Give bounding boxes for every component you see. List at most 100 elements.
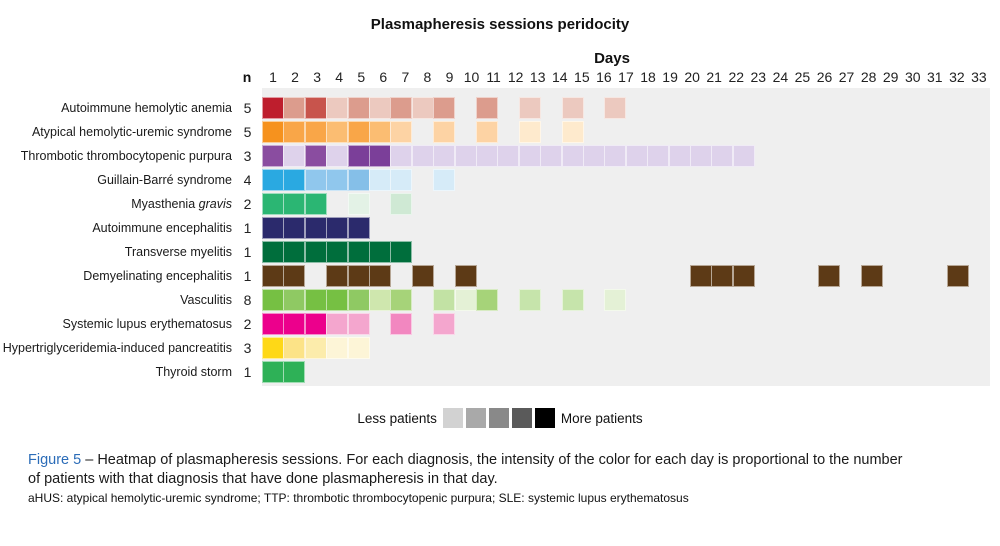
heatmap-cell xyxy=(604,145,627,167)
heatmap-cell xyxy=(390,145,413,167)
heatmap-cell xyxy=(304,337,327,359)
heatmap-cell xyxy=(454,289,477,311)
heatmap-cell xyxy=(283,337,306,359)
heatmap-cell xyxy=(347,289,370,311)
heatmap-cell xyxy=(326,337,349,359)
figure-label: Figure 5 xyxy=(28,452,82,468)
day-tick: 24 xyxy=(772,69,789,85)
heatmap-cell xyxy=(262,217,284,239)
heatmap-cell xyxy=(732,265,755,287)
heatmap-cell xyxy=(262,145,284,167)
heatmap-cell xyxy=(304,97,327,119)
heatmap-cell xyxy=(304,145,327,167)
heatmap-cell xyxy=(347,121,370,143)
heatmap-cell xyxy=(411,97,434,119)
heatmap-cell xyxy=(262,193,284,215)
heatmap-cell xyxy=(690,265,712,287)
day-tick: 11 xyxy=(486,69,501,85)
day-tick: 19 xyxy=(662,69,678,85)
heatmap-cell xyxy=(304,193,327,215)
heatmap-cell xyxy=(369,97,391,119)
heatmap-cell xyxy=(304,313,327,335)
heatmap-cell xyxy=(326,145,349,167)
heatmap-cell xyxy=(518,121,541,143)
heatmap-cell xyxy=(518,289,541,311)
row-label: Autoimmune hemolytic anemia xyxy=(61,101,232,115)
legend-swatch xyxy=(465,408,486,428)
heatmap-cell xyxy=(347,169,370,191)
day-tick: 14 xyxy=(551,69,568,85)
heatmap-cell xyxy=(369,241,391,263)
heatmap-cell xyxy=(347,337,370,359)
heatmap-cell xyxy=(326,97,349,119)
heatmap-cell xyxy=(390,97,413,119)
day-tick: 4 xyxy=(335,69,344,85)
heatmap-cell xyxy=(262,169,284,191)
heatmap-cell xyxy=(411,265,434,287)
row-n-value: 1 xyxy=(243,364,252,380)
heatmap-cell xyxy=(604,289,627,311)
row-n-value: 8 xyxy=(243,292,252,308)
day-tick: 5 xyxy=(357,69,366,85)
heatmap-cell xyxy=(283,313,306,335)
heatmap-cell xyxy=(561,97,584,119)
heatmap-cell xyxy=(262,313,284,335)
heatmap-cell xyxy=(304,121,327,143)
day-tick: 32 xyxy=(949,69,965,85)
heatmap-cell xyxy=(347,313,370,335)
heatmap-cell xyxy=(262,337,284,359)
heatmap-cell xyxy=(390,121,413,143)
heatmap-cell xyxy=(561,145,584,167)
heatmap-cell xyxy=(369,265,391,287)
heatmap-cell xyxy=(711,265,734,287)
legend: Less patients More patients xyxy=(0,407,1000,429)
heatmap-cell xyxy=(262,361,284,383)
day-tick: 18 xyxy=(640,69,656,85)
heatmap-cell xyxy=(262,97,284,119)
heatmap-cell xyxy=(433,121,456,143)
heatmap-cell xyxy=(390,193,413,215)
heatmap-cell xyxy=(283,361,306,383)
day-tick: 3 xyxy=(313,69,321,85)
heatmap-cell xyxy=(561,121,584,143)
heatmap-cell xyxy=(433,97,456,119)
row-n-value: 2 xyxy=(243,196,252,212)
heatmap-cell xyxy=(946,265,969,287)
heatmap-cell xyxy=(326,289,349,311)
heatmap-cell xyxy=(668,145,691,167)
row-label: Guillain-Barré syndrome xyxy=(97,173,232,187)
heatmap-cell xyxy=(476,97,498,119)
row-label: Demyelinating encephalitis xyxy=(83,269,232,283)
heatmap-cell xyxy=(411,145,434,167)
heatmap-cell xyxy=(283,289,306,311)
day-tick: 28 xyxy=(860,69,877,85)
row-n-value: 1 xyxy=(243,268,252,284)
row-label: Systemic lupus erythematosus xyxy=(62,317,232,331)
day-tick: 13 xyxy=(529,69,546,85)
legend-swatch xyxy=(511,408,532,428)
heatmap-cell xyxy=(433,169,456,191)
row-label: Hypertriglyceridemia-induced pancreatiti… xyxy=(2,341,232,355)
heatmap-cell xyxy=(283,169,306,191)
day-tick: 9 xyxy=(445,69,454,85)
chart-title: Plasmapheresis sessions peridocity xyxy=(370,16,630,33)
heatmap-cell xyxy=(347,265,370,287)
day-tick: 27 xyxy=(838,69,855,85)
heatmap-cell xyxy=(390,289,413,311)
heatmap-cell xyxy=(262,121,284,143)
heatmap-cell xyxy=(690,145,712,167)
row-n-value: 3 xyxy=(243,148,252,164)
heatmap-cell xyxy=(561,289,584,311)
heatmap-cell xyxy=(540,145,563,167)
day-tick: 33 xyxy=(971,69,987,85)
heatmap-cell xyxy=(369,169,391,191)
day-tick: 20 xyxy=(684,69,700,85)
day-tick: 6 xyxy=(379,69,388,85)
heatmap-cell xyxy=(369,121,391,143)
heatmap-cell xyxy=(347,193,370,215)
day-tick: 7 xyxy=(401,69,410,85)
row-label: Atypical hemolytic-uremic syndrome xyxy=(31,125,232,139)
row-label-italic-part: gravis xyxy=(198,197,232,211)
heatmap-cell xyxy=(433,289,456,311)
